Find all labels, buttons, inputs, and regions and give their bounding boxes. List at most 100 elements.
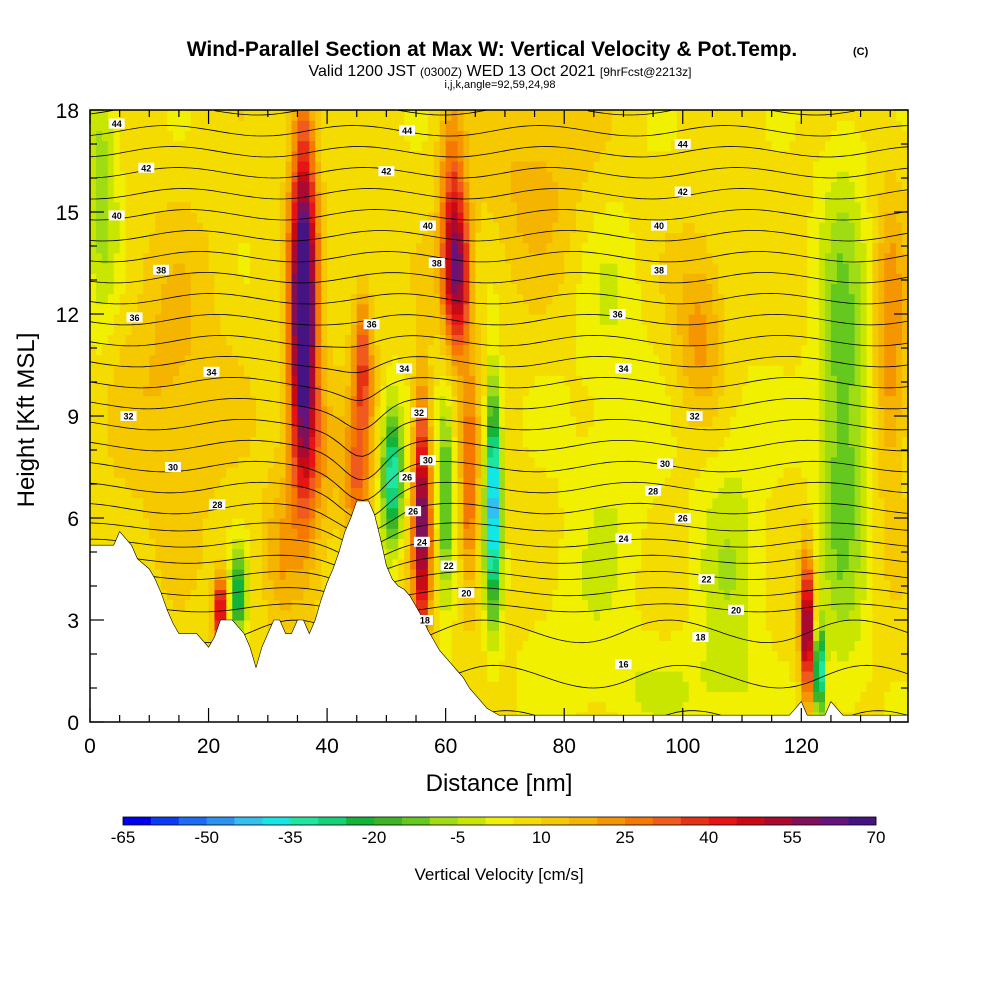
field-cell (433, 222, 441, 233)
field-cell (190, 212, 198, 223)
field-cell (161, 354, 168, 366)
field-cell (309, 130, 316, 142)
field-cell (261, 620, 269, 631)
field-cell (285, 130, 293, 142)
field-cell (487, 589, 494, 601)
field-cell (101, 467, 109, 478)
field-cell (208, 314, 216, 325)
field-cell (546, 365, 553, 376)
field-cell (279, 558, 287, 570)
field-cell (522, 161, 530, 172)
field-cell (350, 273, 358, 284)
field-cell (570, 681, 577, 692)
field-cell (416, 426, 423, 437)
field-cell (297, 589, 304, 601)
field-cell (564, 538, 571, 550)
field-cell (481, 385, 488, 397)
field-cell (338, 171, 346, 182)
field-cell (528, 171, 536, 182)
field-cell (510, 365, 518, 376)
field-cell (131, 161, 139, 172)
field-cell (481, 446, 488, 458)
field-cell (291, 212, 299, 223)
field-cell (321, 487, 328, 499)
field-cell (208, 548, 216, 560)
field-cell (558, 365, 565, 376)
field-cell (558, 528, 565, 539)
field-cell (208, 242, 216, 254)
field-cell (261, 416, 269, 427)
field-cell (291, 569, 299, 580)
field-cell (178, 293, 186, 305)
field-cell (516, 314, 524, 325)
field-cell (445, 252, 453, 264)
field-cell (534, 263, 542, 274)
field-cell (499, 324, 506, 335)
field-cell (155, 324, 162, 335)
field-cell (327, 548, 334, 560)
field-cell (297, 497, 304, 509)
field-cell (333, 222, 340, 233)
field-cell (564, 242, 571, 254)
field-cell (499, 569, 506, 580)
field-cell (232, 569, 239, 580)
field-cell (386, 334, 393, 346)
field-cell (463, 609, 470, 621)
field-cell (273, 579, 281, 590)
field-cell (131, 416, 139, 427)
field-cell (421, 599, 429, 611)
field-cell (481, 273, 488, 284)
field-cell (386, 201, 393, 213)
field-cell (487, 671, 494, 682)
field-cell (125, 140, 133, 152)
field-cell (463, 140, 470, 152)
field-cell (416, 110, 423, 121)
field-cell (540, 660, 548, 672)
field-cell (220, 528, 227, 539)
field-cell (368, 171, 376, 182)
field-cell (499, 375, 506, 386)
field-cell (202, 446, 210, 458)
field-cell (297, 201, 304, 213)
field-cell (528, 701, 536, 713)
field-cell (552, 263, 559, 274)
field-cell (113, 497, 121, 509)
field-cell (374, 446, 382, 458)
field-cell (451, 303, 459, 315)
field-cell (250, 273, 257, 284)
field-cell (125, 120, 133, 131)
field-cell (321, 365, 328, 376)
field-cell (202, 548, 210, 560)
field-cell (167, 334, 174, 346)
field-cell (516, 263, 524, 274)
field-cell (214, 140, 222, 152)
field-cell (475, 110, 482, 121)
field-cell (380, 263, 387, 274)
field-cell (398, 416, 405, 427)
field-cell (244, 273, 251, 284)
field-cell (546, 110, 553, 121)
field-cell (392, 395, 399, 407)
field-cell (119, 232, 127, 244)
field-cell (570, 181, 577, 193)
field-cell (576, 630, 583, 641)
field-cell (499, 579, 506, 590)
field-cell (178, 589, 186, 601)
field-cell (190, 191, 198, 203)
field-cell (439, 507, 447, 519)
field-cell (534, 161, 542, 172)
field-cell (416, 222, 423, 233)
field-cell (119, 110, 127, 121)
field-cell (534, 365, 542, 376)
field-cell (463, 161, 470, 172)
field-cell (255, 222, 263, 233)
field-cell (439, 120, 447, 131)
field-cell (534, 477, 542, 488)
field-cell (439, 589, 447, 601)
field-cell (433, 181, 441, 193)
field-cell (196, 263, 204, 274)
field-cell (95, 181, 103, 193)
field-cell (576, 518, 583, 529)
field-cell (119, 242, 127, 254)
field-cell (309, 222, 316, 233)
